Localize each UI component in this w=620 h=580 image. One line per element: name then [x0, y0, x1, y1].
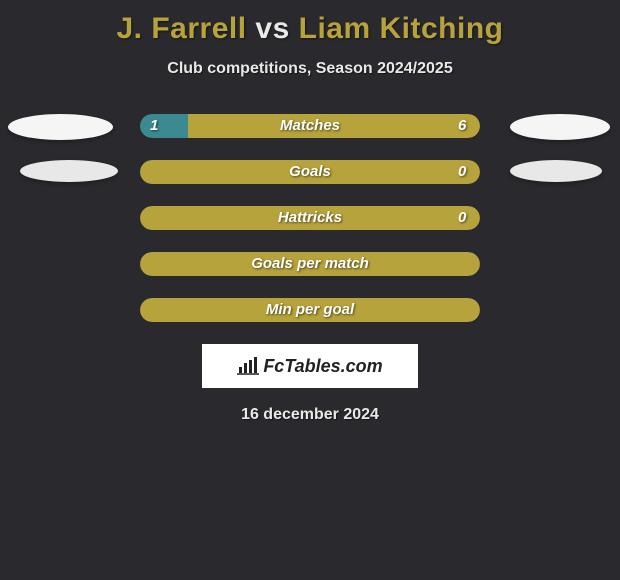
stat-value-right: 0	[458, 160, 466, 184]
player1-name: J. Farrell	[117, 12, 247, 45]
stat-row: Goals per match	[0, 252, 620, 276]
logo-text: FcTables.com	[263, 356, 382, 377]
vs-text: vs	[255, 12, 289, 45]
comparison-chart: Matches16Goals0Hattricks0Goals per match…	[0, 114, 620, 322]
stat-row: Goals0	[0, 160, 620, 184]
subtitle: Club competitions, Season 2024/2025	[0, 60, 620, 78]
stat-value-right: 6	[458, 114, 466, 138]
stat-row: Matches1 6	[0, 114, 620, 138]
stat-label: Goals per match	[140, 252, 480, 276]
stat-value-left: 1	[150, 114, 158, 138]
stat-label: Hattricks	[140, 206, 480, 230]
stat-value-right: 0	[458, 206, 466, 230]
logo-box: FcTables.com	[202, 344, 418, 388]
player2-name: Liam Kitching	[299, 12, 504, 45]
stat-label: Goals	[140, 160, 480, 184]
stat-row: Hattricks0	[0, 206, 620, 230]
logo: FcTables.com	[237, 356, 382, 377]
bar-chart-icon	[237, 357, 259, 375]
stat-label: Min per goal	[140, 298, 480, 322]
date: 16 december 2024	[0, 406, 620, 424]
stat-label: Matches	[140, 114, 480, 138]
stat-row: Min per goal	[0, 298, 620, 322]
comparison-title: J. Farrell vs Liam Kitching	[0, 0, 620, 46]
